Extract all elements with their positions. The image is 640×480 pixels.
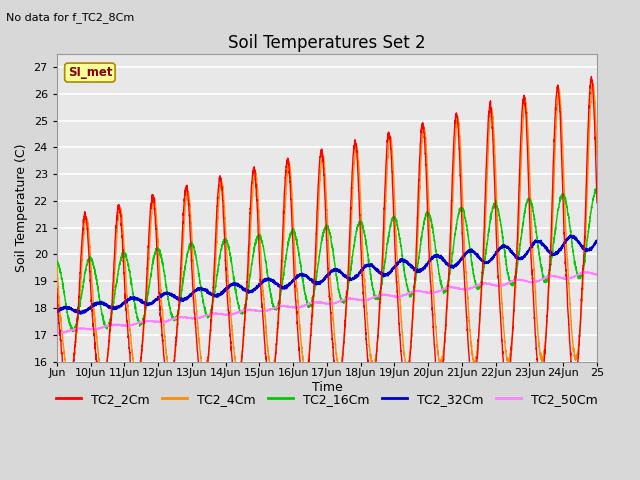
- X-axis label: Time: Time: [312, 381, 342, 394]
- Title: Soil Temperatures Set 2: Soil Temperatures Set 2: [228, 34, 426, 52]
- Y-axis label: Soil Temperature (C): Soil Temperature (C): [15, 144, 28, 272]
- Text: SI_met: SI_met: [68, 66, 112, 79]
- Text: No data for f_TC2_8Cm: No data for f_TC2_8Cm: [6, 12, 134, 23]
- Legend: TC2_2Cm, TC2_4Cm, TC2_16Cm, TC2_32Cm, TC2_50Cm: TC2_2Cm, TC2_4Cm, TC2_16Cm, TC2_32Cm, TC…: [51, 388, 603, 411]
